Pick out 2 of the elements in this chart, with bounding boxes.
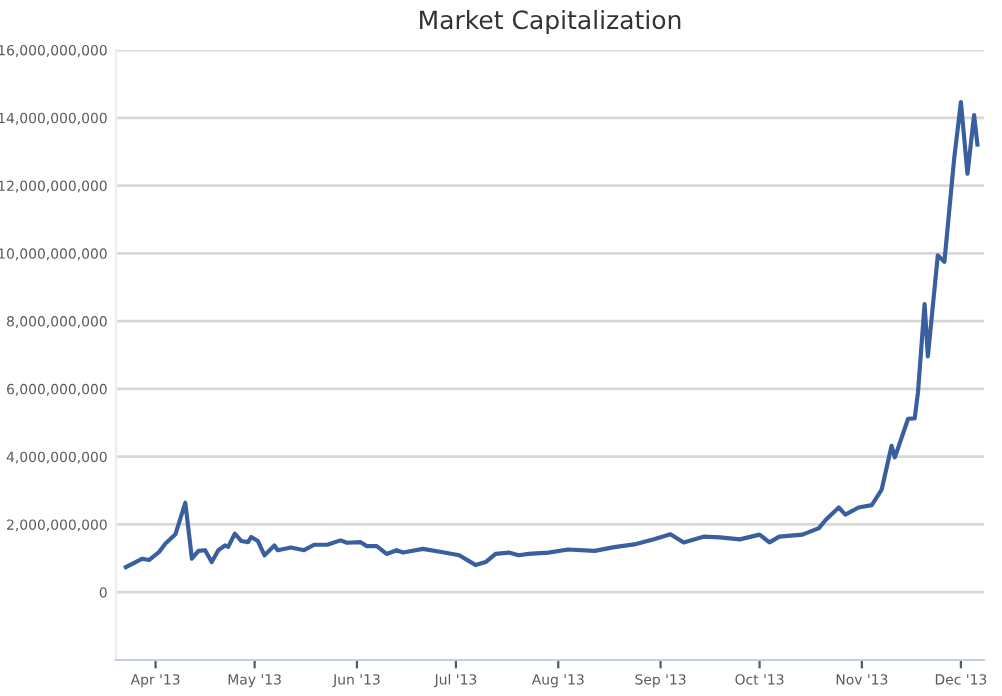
- line-series: [123, 100, 980, 570]
- chart-title: Market Capitalization: [420, 9, 681, 35]
